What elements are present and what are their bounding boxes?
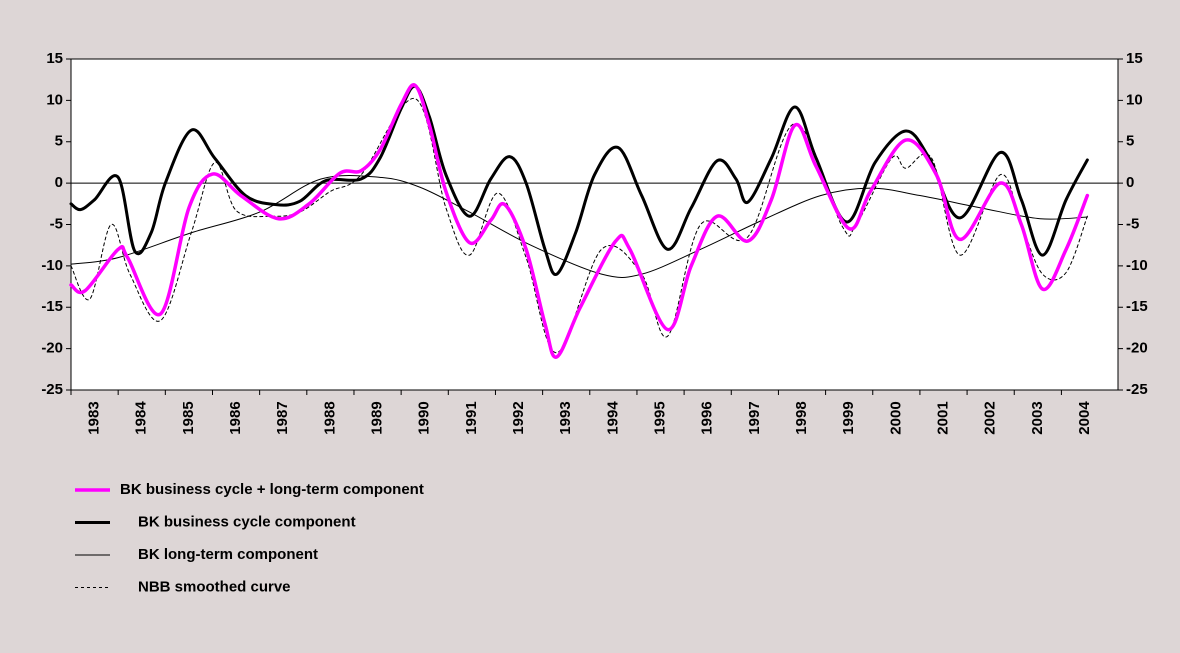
x-tick-label: 1984 [133,401,150,435]
y2-tick-label: 0 [1126,174,1134,191]
y-tick-label: 5 [55,133,63,150]
y-tick-label: -15 [41,298,63,315]
x-tick-label: 1985 [180,401,197,434]
x-tick-label: 1991 [463,401,480,434]
x-tick-label: 2004 [1076,401,1093,435]
y-tick-label: -25 [41,381,63,398]
y2-tick-label: -15 [1126,298,1148,315]
y-tick-label: 15 [46,50,63,67]
y2-tick-label: -20 [1126,340,1148,357]
x-tick-label: 2000 [887,401,904,434]
y2-tick-label: 15 [1126,50,1143,67]
y2-tick-label: 5 [1126,133,1134,150]
x-tick-label: 1994 [604,401,621,435]
series-line [69,83,1090,359]
x-tick-label: 1998 [793,401,810,434]
x-tick-label: 1997 [746,401,763,434]
y2-tick-label: -10 [1126,257,1148,274]
x-tick-label: 2002 [982,401,999,434]
y-tick-label: 0 [55,174,63,191]
series-line [69,84,1089,276]
y2-tick-label: 10 [1126,91,1143,108]
y-tick-label: -5 [50,215,63,232]
x-tick-label: 1988 [321,401,338,434]
y-tick-label: 10 [46,91,63,108]
x-tick-label: 2001 [934,401,951,434]
y-tick-label: -10 [41,257,63,274]
x-tick-label: 1995 [651,401,668,434]
x-tick-label: 1986 [227,401,244,434]
legend-label: BK business cycle component [138,513,356,530]
x-tick-label: 1987 [274,401,291,434]
y2-tick-label: -25 [1126,381,1148,398]
series-line [70,174,1088,279]
x-tick-label: 1993 [557,401,574,434]
x-tick-label: 1989 [369,401,386,434]
legend-label: NBB smoothed curve [138,578,291,595]
x-tick-label: 1990 [416,401,433,434]
x-tick-label: 1996 [699,401,716,434]
x-tick-label: 1999 [840,401,857,434]
y2-tick-label: -5 [1126,215,1139,232]
plot-area [70,58,1119,391]
legend-label: BK business cycle + long-term component [120,481,424,498]
x-tick-label: 2003 [1029,401,1046,434]
x-tick-label: 1983 [86,401,103,434]
y-tick-label: -20 [41,340,63,357]
x-tick-label: 1992 [510,401,527,434]
legend-label: BK long-term component [138,546,318,563]
